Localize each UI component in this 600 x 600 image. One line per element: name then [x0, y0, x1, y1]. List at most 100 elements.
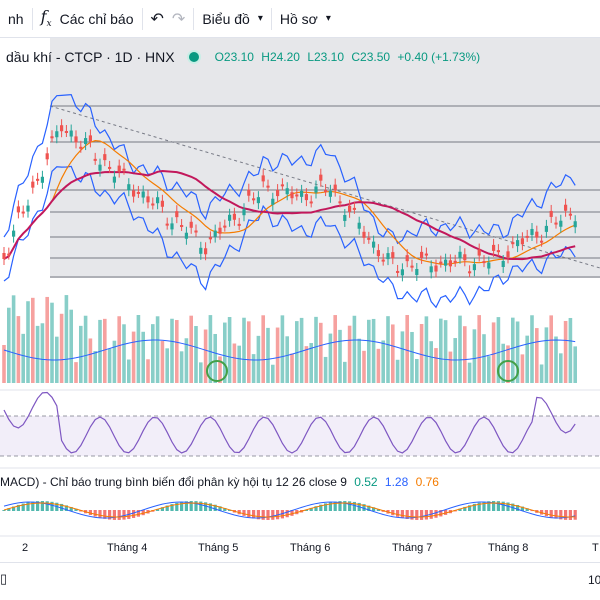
volume-bar: [357, 338, 361, 383]
volume-bar: [59, 313, 64, 383]
macd-histogram-bar: [170, 504, 174, 511]
candle-body: [156, 197, 160, 204]
redo-button[interactable]: ↷: [172, 0, 193, 38]
macd-histogram-bar: [434, 510, 438, 518]
macd-histogram-bar: [266, 510, 270, 520]
candle-body: [2, 253, 6, 259]
candle-body: [271, 198, 275, 205]
candle-body: [141, 191, 145, 198]
volume-bar: [559, 353, 563, 383]
macd-histogram-bar: [117, 510, 121, 520]
macd-histogram-bar: [424, 510, 428, 520]
macd-histogram-bar: [136, 510, 140, 517]
volume-bar: [170, 318, 174, 383]
macd-histogram-bar: [50, 501, 54, 511]
candle-body: [103, 154, 107, 161]
macd-histogram-bar: [223, 507, 227, 511]
candle-body: [453, 260, 457, 263]
volume-bar: [203, 329, 208, 383]
macd-histogram-bar: [31, 501, 35, 511]
candle-body: [266, 185, 270, 188]
indicators-button[interactable]: fx Các chỉ báo: [33, 0, 142, 38]
volume-bar: [487, 356, 491, 383]
candle-body: [381, 259, 385, 262]
macd-histogram-bar: [252, 510, 256, 519]
macd-histogram-bar: [256, 510, 260, 520]
volume-bar: [304, 346, 309, 383]
candle-body: [448, 260, 452, 267]
candle-body: [535, 231, 539, 238]
toolbar-cut-item[interactable]: nh: [0, 0, 32, 38]
candle-body: [132, 190, 136, 197]
candle-body: [544, 225, 548, 232]
volume-bar: [122, 324, 126, 383]
candle-body: [511, 242, 515, 245]
macd-histogram-bar: [309, 507, 313, 511]
macd-histogram-bar: [45, 501, 49, 511]
volume-bar: [179, 351, 184, 383]
volume-bar: [194, 326, 198, 383]
macd-histogram-bar: [319, 504, 323, 511]
candle-body: [506, 251, 510, 258]
candle-body: [319, 174, 323, 181]
profile-label: Hồ sơ: [279, 10, 318, 27]
volume-bar: [448, 351, 453, 383]
candle-body: [16, 206, 20, 213]
candle-body: [367, 237, 371, 240]
volume-bar: [131, 331, 136, 383]
candle-body: [362, 231, 366, 238]
macd-histogram-bar: [333, 501, 337, 511]
volume-bar: [40, 323, 45, 383]
volume-bar: [199, 362, 203, 383]
candle-body: [175, 211, 179, 218]
calendar-icon[interactable]: ▯: [0, 571, 8, 586]
bollinger-lower-band: [3, 165, 576, 309]
macd-histogram-bar: [405, 510, 409, 519]
redo-icon: ↷: [171, 10, 186, 28]
macd-value-1: 0.52: [354, 475, 378, 489]
undo-button[interactable]: ↶: [143, 0, 172, 38]
time-axis-label: T: [592, 542, 599, 554]
volume-bar: [103, 318, 107, 383]
macd-histogram-bar: [242, 510, 246, 516]
volume-bar: [362, 350, 366, 383]
volume-bar: [69, 309, 73, 383]
volume-bar: [208, 315, 213, 383]
toolbar-separator: [31, 7, 33, 30]
candle-body: [256, 197, 260, 204]
candle-body: [184, 232, 188, 239]
macd-histogram-bar: [328, 502, 332, 511]
volume-bar: [11, 295, 16, 383]
volume-bar: [343, 361, 347, 383]
macd-histogram-bar: [228, 509, 232, 511]
macd-histogram-bar: [156, 508, 160, 511]
candle-body: [146, 196, 150, 203]
macd-histogram-bar: [112, 510, 116, 520]
candle-body: [12, 230, 16, 237]
candle-body: [45, 153, 49, 160]
volume-bar: [367, 319, 371, 383]
candle-body: [520, 238, 524, 245]
volume-bar: [515, 321, 520, 383]
volume-bar: [463, 326, 467, 383]
volume-bar: [439, 318, 443, 383]
candle-body: [117, 165, 121, 172]
candle-body: [50, 136, 54, 139]
candle-body: [218, 227, 222, 234]
macd-value-2: 1.28: [384, 475, 409, 489]
macd-histogram-bar: [108, 510, 112, 520]
candle-body: [285, 188, 289, 195]
candle-body: [69, 130, 73, 137]
volume-bar: [7, 307, 11, 383]
volume-bar: [117, 316, 121, 383]
candle-body: [343, 214, 347, 221]
candle-body: [324, 190, 328, 193]
candle-body: [333, 184, 337, 191]
chart-type-dropdown[interactable]: Biểu đồ ▾: [194, 0, 271, 38]
volume-bar: [563, 320, 568, 383]
profile-dropdown[interactable]: Hồ sơ ▾: [272, 0, 339, 38]
volume-bar: [247, 321, 251, 383]
volume-bar: [424, 316, 429, 383]
macd-histogram-bar: [410, 510, 414, 520]
